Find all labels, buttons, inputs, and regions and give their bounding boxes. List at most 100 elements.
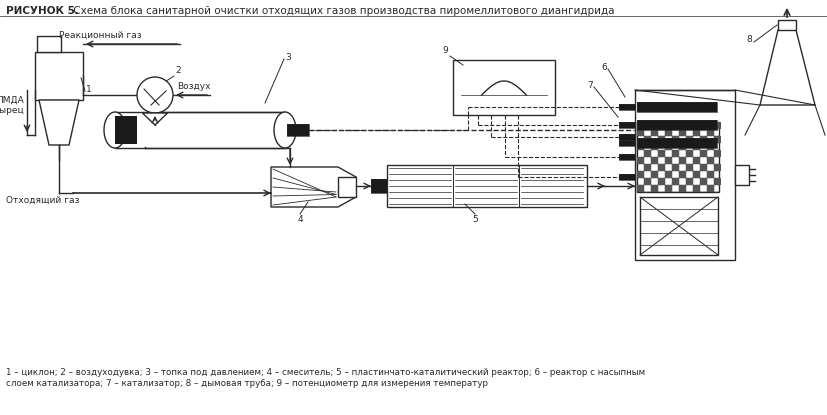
Bar bbox=[699, 150, 706, 157]
Bar bbox=[636, 129, 643, 136]
Bar bbox=[672, 164, 678, 171]
Text: Схема блока санитарной очистки отходящих газов производства пиромеллитового диан: Схема блока санитарной очистки отходящих… bbox=[70, 6, 614, 16]
Bar bbox=[713, 136, 720, 143]
Bar bbox=[657, 164, 664, 171]
Text: 5: 5 bbox=[471, 215, 477, 224]
Text: 3: 3 bbox=[284, 53, 290, 61]
Bar bbox=[643, 136, 650, 143]
Bar bbox=[664, 157, 672, 164]
Bar bbox=[619, 154, 634, 160]
Bar bbox=[713, 150, 720, 157]
Bar bbox=[672, 136, 678, 143]
Bar bbox=[619, 134, 634, 140]
Bar bbox=[664, 185, 672, 192]
Text: 4: 4 bbox=[297, 215, 303, 224]
Bar bbox=[713, 178, 720, 185]
Bar bbox=[678, 157, 686, 164]
Text: ПМДА
сырец: ПМДА сырец bbox=[0, 95, 24, 115]
Bar bbox=[619, 154, 634, 160]
Bar bbox=[619, 104, 634, 110]
Bar bbox=[636, 138, 716, 148]
Bar bbox=[636, 102, 716, 112]
Bar bbox=[650, 129, 657, 136]
Bar bbox=[650, 143, 657, 150]
Bar bbox=[643, 178, 650, 185]
Text: 1: 1 bbox=[86, 85, 92, 95]
Bar bbox=[706, 185, 713, 192]
Bar bbox=[699, 122, 706, 129]
Bar bbox=[35, 52, 83, 100]
Bar bbox=[115, 112, 284, 148]
Bar bbox=[386, 165, 586, 207]
Bar bbox=[370, 179, 386, 193]
Bar bbox=[636, 120, 716, 130]
Bar bbox=[692, 143, 699, 150]
Bar bbox=[672, 150, 678, 157]
Bar bbox=[636, 157, 643, 164]
Bar bbox=[678, 143, 686, 150]
Bar bbox=[643, 164, 650, 171]
Bar bbox=[650, 157, 657, 164]
Bar bbox=[287, 124, 308, 136]
Bar bbox=[639, 197, 717, 255]
Bar bbox=[699, 164, 706, 171]
Text: слоем катализатора; 7 – катализатор; 8 – дымовая труба; 9 – потенциометр для изм: слоем катализатора; 7 – катализатор; 8 –… bbox=[6, 379, 487, 388]
Bar bbox=[619, 122, 634, 128]
Ellipse shape bbox=[274, 112, 295, 148]
Bar bbox=[115, 116, 136, 144]
Bar bbox=[692, 129, 699, 136]
Bar bbox=[650, 185, 657, 192]
Polygon shape bbox=[39, 100, 79, 145]
Bar bbox=[678, 185, 686, 192]
Bar bbox=[337, 177, 356, 197]
Bar bbox=[636, 102, 716, 112]
Bar bbox=[619, 134, 634, 140]
Bar bbox=[706, 143, 713, 150]
Circle shape bbox=[136, 77, 173, 113]
Text: 7: 7 bbox=[586, 81, 592, 90]
Ellipse shape bbox=[104, 112, 126, 148]
Bar bbox=[650, 171, 657, 178]
Bar bbox=[619, 174, 634, 180]
Bar bbox=[686, 178, 692, 185]
Text: Отходящий газ: Отходящий газ bbox=[6, 196, 79, 205]
Bar bbox=[619, 140, 634, 146]
Bar bbox=[657, 178, 664, 185]
Bar bbox=[686, 150, 692, 157]
Polygon shape bbox=[142, 113, 167, 125]
Bar bbox=[287, 124, 308, 136]
Bar bbox=[777, 20, 795, 30]
Polygon shape bbox=[759, 30, 814, 105]
Bar bbox=[37, 36, 61, 52]
Bar bbox=[657, 136, 664, 143]
Text: РИСУНОК 5.: РИСУНОК 5. bbox=[6, 6, 79, 16]
Bar bbox=[636, 122, 718, 192]
Bar bbox=[686, 164, 692, 171]
Text: 9: 9 bbox=[442, 46, 447, 55]
Bar bbox=[634, 90, 734, 260]
Polygon shape bbox=[270, 167, 356, 207]
Bar bbox=[636, 143, 643, 150]
Bar bbox=[619, 174, 634, 180]
Bar bbox=[452, 60, 554, 115]
Bar bbox=[706, 157, 713, 164]
Bar bbox=[706, 129, 713, 136]
Bar bbox=[678, 171, 686, 178]
Bar bbox=[636, 120, 716, 130]
Bar bbox=[664, 171, 672, 178]
Bar bbox=[619, 140, 634, 146]
Bar bbox=[699, 136, 706, 143]
Bar bbox=[686, 136, 692, 143]
Text: 6: 6 bbox=[600, 63, 606, 71]
Text: 2: 2 bbox=[174, 66, 180, 75]
Bar bbox=[699, 178, 706, 185]
Bar bbox=[657, 122, 664, 129]
Bar bbox=[692, 185, 699, 192]
Bar bbox=[619, 122, 634, 128]
Bar bbox=[657, 150, 664, 157]
Bar bbox=[713, 164, 720, 171]
Text: Воздух: Воздух bbox=[177, 82, 210, 91]
Bar bbox=[706, 171, 713, 178]
Bar bbox=[686, 122, 692, 129]
Bar bbox=[678, 129, 686, 136]
